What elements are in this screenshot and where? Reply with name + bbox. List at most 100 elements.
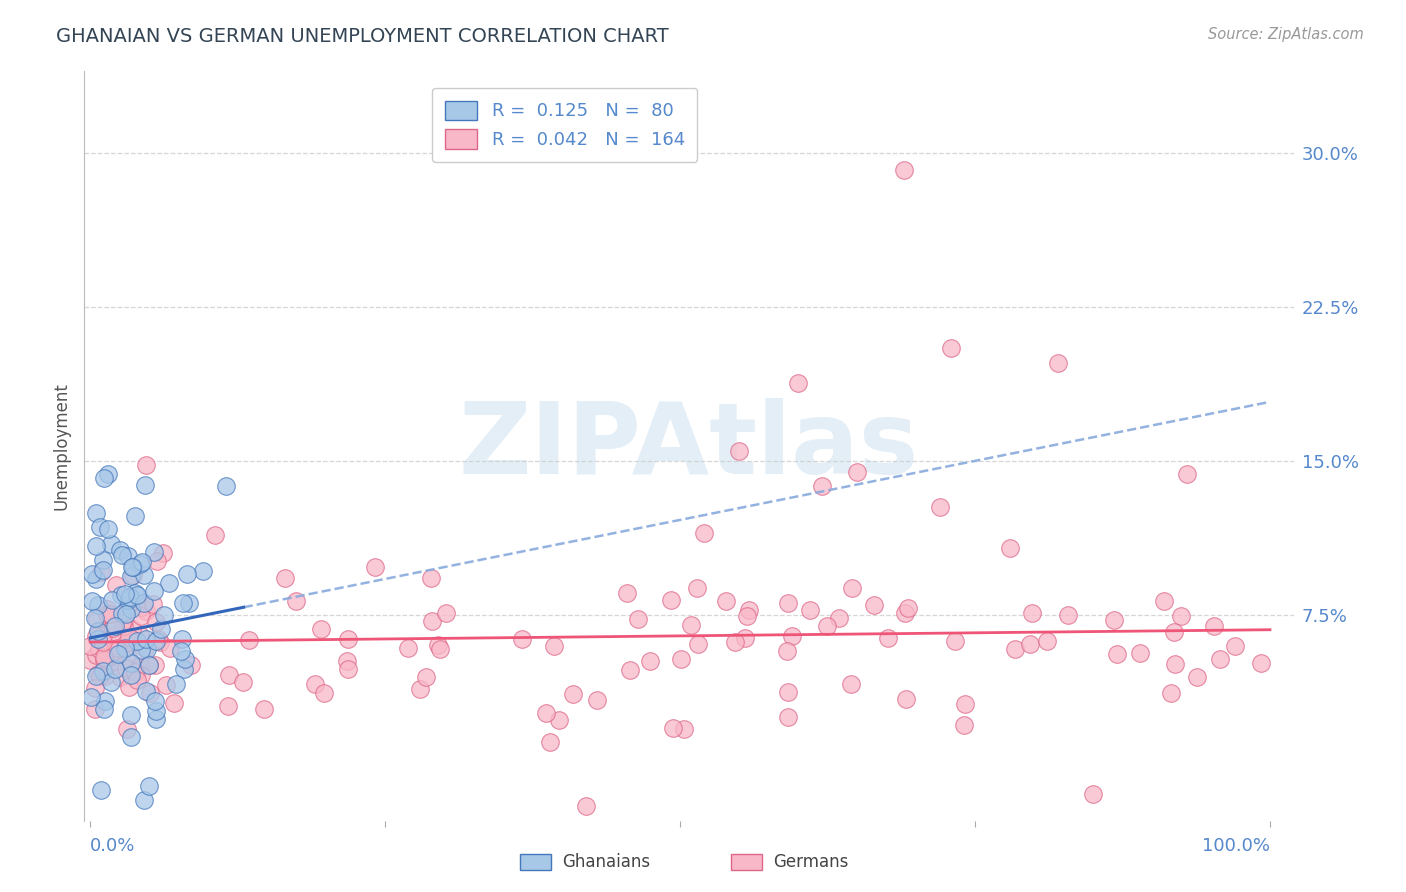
Point <box>146 632 169 647</box>
Point <box>138 779 160 793</box>
Point <box>135 604 157 618</box>
Point <box>409 682 432 697</box>
Point <box>534 706 557 721</box>
Point <box>103 619 125 633</box>
Point <box>1107 648 1129 662</box>
Point <box>215 479 238 493</box>
Point <box>104 628 127 642</box>
Point <box>131 668 153 682</box>
Point <box>114 636 136 650</box>
Point <box>415 670 437 684</box>
Point <box>396 641 419 656</box>
Point <box>1160 686 1182 700</box>
Point <box>173 652 195 666</box>
Point <box>943 634 966 648</box>
Point <box>274 571 297 585</box>
Point <box>127 633 149 648</box>
Point <box>84 506 107 520</box>
Point <box>894 691 917 706</box>
Point <box>841 677 863 691</box>
Point <box>108 542 131 557</box>
Point <box>145 633 167 648</box>
Point <box>84 669 107 683</box>
Point <box>132 596 155 610</box>
Point <box>893 162 915 177</box>
Point <box>724 635 747 649</box>
Point <box>90 628 112 642</box>
Point <box>104 661 127 675</box>
Point <box>787 376 810 391</box>
Text: ZIPAtlas: ZIPAtlas <box>458 398 920 494</box>
Point <box>108 670 131 684</box>
Point <box>1035 633 1057 648</box>
Point <box>83 681 105 696</box>
Point <box>127 663 149 677</box>
Point <box>679 618 702 632</box>
Point <box>1204 619 1226 633</box>
Point <box>94 694 117 708</box>
Point <box>688 637 710 651</box>
Point <box>138 657 160 672</box>
Point <box>1223 639 1246 653</box>
Point <box>105 641 128 656</box>
Point <box>738 603 761 617</box>
Point <box>90 782 112 797</box>
Y-axis label: Unemployment: Unemployment <box>52 382 70 510</box>
Point <box>562 687 585 701</box>
Text: GHANAIAN VS GERMAN UNEMPLOYMENT CORRELATION CHART: GHANAIAN VS GERMAN UNEMPLOYMENT CORRELAT… <box>56 27 669 45</box>
Point <box>84 539 107 553</box>
Point <box>86 572 108 586</box>
Point <box>132 596 155 610</box>
Point <box>714 594 737 608</box>
Point <box>124 665 146 679</box>
Point <box>841 581 863 595</box>
Point <box>815 618 838 632</box>
Point <box>107 647 129 661</box>
Point <box>145 615 167 629</box>
Point <box>575 799 598 814</box>
Point <box>420 615 443 629</box>
Point <box>1170 608 1192 623</box>
Point <box>138 657 160 672</box>
Point <box>87 666 110 681</box>
Point <box>105 578 128 592</box>
Point <box>640 654 662 668</box>
Point <box>152 607 174 622</box>
Point <box>117 722 139 736</box>
Point <box>118 590 141 604</box>
Point <box>111 606 134 620</box>
Point <box>335 654 357 668</box>
Point <box>93 564 115 578</box>
Text: 100.0%: 100.0% <box>1202 837 1270 855</box>
Point <box>112 619 135 633</box>
Point <box>1021 607 1043 621</box>
Point <box>180 657 202 672</box>
Point <box>1081 787 1104 801</box>
Point <box>145 712 167 726</box>
Point <box>1175 467 1198 481</box>
Point <box>114 641 136 656</box>
Point <box>122 635 145 649</box>
Point <box>627 612 650 626</box>
Point <box>129 609 152 624</box>
Point <box>309 622 332 636</box>
Point <box>775 643 797 657</box>
Point <box>685 582 707 596</box>
Point <box>115 660 138 674</box>
Point <box>1004 641 1026 656</box>
Point <box>94 657 117 671</box>
Point <box>135 683 157 698</box>
Point <box>191 564 214 578</box>
Point <box>114 587 136 601</box>
Point <box>129 643 152 657</box>
Point <box>692 526 714 541</box>
Point <box>162 696 184 710</box>
Point <box>142 597 165 611</box>
Point <box>799 603 821 617</box>
Point <box>87 624 110 638</box>
Point <box>143 584 166 599</box>
Point <box>136 641 159 656</box>
Point <box>364 560 387 574</box>
Point <box>953 718 976 732</box>
Point <box>149 635 172 649</box>
